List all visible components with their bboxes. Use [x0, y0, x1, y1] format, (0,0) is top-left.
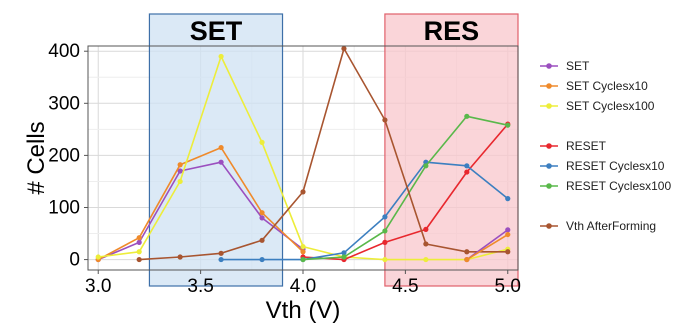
series-set-line — [97, 161, 304, 261]
series-reset-cyclesx10-point — [464, 163, 470, 169]
series-reset-cyclesx10-point — [382, 214, 388, 220]
series-reset-cyclesx100-line — [302, 115, 508, 261]
legend-key-point — [546, 63, 552, 69]
legend-label: Vth AfterForming — [566, 219, 656, 233]
series-set-cyclesx10-tail-line — [466, 233, 509, 261]
series-reset-cyclesx10-point — [218, 256, 224, 263]
series-vth-afterforming-point — [300, 189, 306, 195]
series-set-cyclesx10-point — [177, 162, 183, 168]
series-reset-point — [464, 169, 470, 175]
series-vth-afterforming-point — [505, 249, 511, 255]
series-reset-line — [302, 123, 509, 261]
series-vth-afterforming-point — [423, 241, 429, 247]
series-set-cyclesx100-point — [259, 139, 265, 145]
series-reset-cyclesx10-point — [505, 196, 511, 202]
y-axis-title: # Cells — [23, 121, 50, 194]
x-tick-label: 4.0 — [290, 276, 316, 297]
series-vth-afterforming-line — [139, 47, 508, 261]
series-reset-cyclesx10-point — [341, 250, 347, 256]
y-tick-label: 0 — [69, 250, 80, 271]
series-reset-point — [423, 226, 429, 232]
series-set-point — [259, 215, 265, 221]
series-set-cyclesx10-tail-point — [505, 231, 511, 238]
x-tick-label: 5.0 — [495, 276, 521, 297]
series-set-cyclesx100-point — [423, 256, 429, 263]
series-set-cyclesx10-point — [218, 144, 224, 151]
highlight-regions: SET RES — [148, 13, 519, 287]
series-reset-cyclesx10-line — [221, 161, 509, 261]
series-reset-point — [382, 239, 388, 245]
region-set-label: SET — [190, 16, 243, 46]
series-set-cyclesx10-tail-point — [464, 256, 470, 263]
x-tick-label: 3.5 — [187, 276, 213, 297]
series-reset-cyclesx100-point — [341, 254, 347, 260]
x-tick-label: 3.0 — [85, 276, 111, 297]
legend-key-point — [546, 83, 552, 89]
legend-label: SET — [566, 59, 590, 73]
legend-key-point — [546, 183, 552, 189]
y-tick-label: 100 — [48, 197, 80, 218]
legend-label: RESET Cyclesx100 — [566, 179, 671, 193]
series-vth-afterforming-point — [464, 249, 470, 255]
series-vth-afterforming-point — [218, 250, 224, 256]
series-vth-afterforming-point — [382, 117, 388, 123]
data-series — [95, 46, 511, 263]
region-res-box — [384, 13, 519, 287]
y-tick-label: 200 — [48, 145, 80, 166]
series-set-point — [218, 159, 224, 165]
x-tick-label: 4.5 — [392, 276, 418, 297]
y-tick-label: 300 — [48, 93, 80, 114]
series-vth-afterforming-point — [136, 256, 142, 263]
series-set-cyclesx10-point — [136, 235, 142, 241]
series-set-cyclesx100-point — [382, 256, 388, 263]
series-set-point — [177, 168, 183, 174]
series-reset-cyclesx100-point — [464, 113, 470, 119]
series-set-point — [136, 239, 142, 245]
series-set-cyclesx100-point — [300, 243, 306, 250]
legend-label: SET Cyclesx10 — [566, 79, 648, 93]
legend-key-point — [546, 163, 552, 169]
region-res-label: RES — [424, 16, 480, 46]
series-set-tail-point — [505, 227, 511, 233]
series-set-cyclesx100-point — [218, 53, 224, 60]
axes: 3.0 3.5 4.0 4.5 5.0 0 100 200 300 400 — [48, 41, 521, 297]
y-tick-label: 400 — [48, 41, 80, 62]
series-vth-afterforming-point — [341, 46, 347, 52]
series-reset-cyclesx100-point — [300, 256, 306, 263]
legend-key-point — [546, 103, 552, 109]
series-reset-cyclesx100-point — [423, 163, 429, 169]
series-set-cyclesx100-point — [95, 254, 101, 260]
series-reset-cyclesx100-point — [505, 122, 511, 128]
series-reset-cyclesx100-point — [382, 228, 388, 234]
legend: SET SET Cyclesx10 SET Cyclesx100 RESET RESET… — [540, 59, 671, 233]
series-set-cyclesx100-point — [136, 249, 142, 255]
legend-label: RESET Cyclesx10 — [566, 159, 665, 173]
series-vth-afterforming-point — [259, 237, 265, 243]
series-set-cyclesx10-point — [259, 210, 265, 216]
series-vth-afterforming-point — [177, 254, 183, 260]
legend-label: RESET — [566, 139, 607, 153]
legend-key-point — [546, 223, 552, 229]
series-set-cyclesx10-line — [97, 146, 304, 261]
series-set-cyclesx10-point — [300, 249, 306, 255]
series-set-cyclesx100-point — [177, 178, 183, 185]
series-reset-cyclesx10-point — [259, 256, 265, 263]
legend-key-point — [546, 143, 552, 149]
x-axis-title: Vth (V) — [266, 297, 341, 324]
legend-label: SET Cyclesx100 — [566, 99, 655, 113]
